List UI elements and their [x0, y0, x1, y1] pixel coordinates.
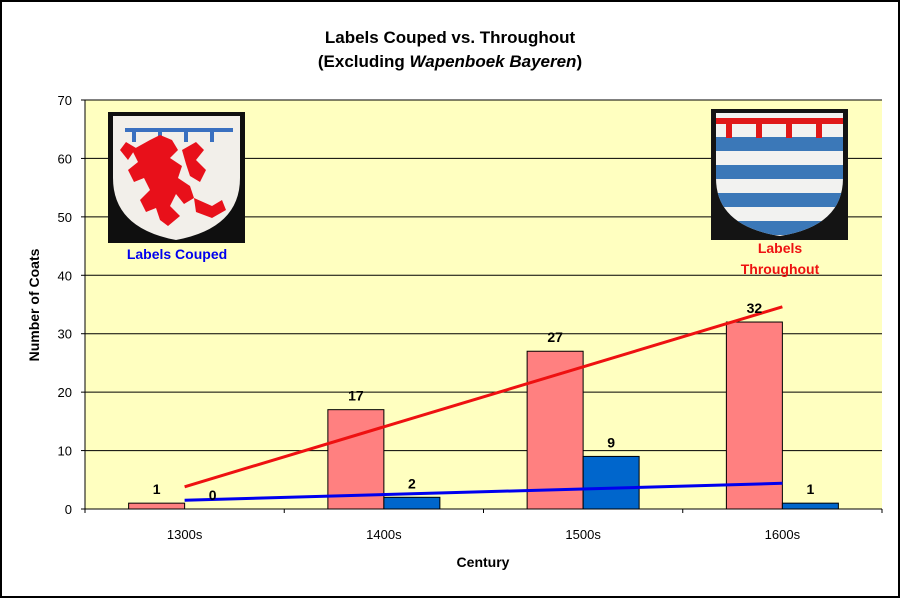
data-label: 9 [607, 434, 615, 450]
y-tick-label: 10 [58, 444, 72, 459]
data-label: 32 [747, 300, 763, 316]
labels-throughout-caption-line1: Labels [758, 240, 803, 256]
labels-couped-shield [108, 112, 245, 243]
y-tick-label: 20 [58, 385, 72, 400]
data-label: 1 [153, 481, 161, 497]
data-label: 2 [408, 475, 416, 491]
y-tick-label: 50 [58, 210, 72, 225]
bars [128, 321, 839, 510]
trendlines [184, 305, 783, 502]
bar-series-2 [582, 455, 640, 510]
data-label: 1 [806, 481, 814, 497]
trendline-series-2 [184, 481, 783, 502]
trendline-series-1 [184, 305, 783, 489]
x-axis-title: Century [457, 554, 510, 570]
y-tick-label: 0 [65, 502, 72, 517]
bar-series-2 [781, 502, 839, 510]
x-tick-label: 1500s [565, 527, 601, 542]
chart-title-line2: (Excluding Wapenboek Bayeren) [318, 52, 582, 71]
data-label: 27 [547, 329, 563, 345]
x-tick-label: 1600s [765, 527, 801, 542]
chart-title-line1: Labels Couped vs. Throughout [325, 28, 576, 47]
labels-throughout-caption-line2: Throughout [741, 261, 820, 277]
data-labels: 1 17 27 32 0 2 9 1 [153, 300, 815, 503]
y-axis-ticks: 0 10 20 30 40 50 60 70 [58, 93, 85, 517]
x-axis-ticks: 1300s 1400s 1500s 1600s [84, 509, 883, 542]
bar-series-2 [383, 496, 441, 510]
y-axis-title: Number of Coats [26, 248, 42, 361]
y-tick-label: 70 [58, 93, 72, 108]
x-tick-label: 1300s [167, 527, 203, 542]
y-tick-label: 40 [58, 268, 72, 283]
y-tick-label: 30 [58, 327, 72, 342]
labels-throughout-shield [711, 109, 848, 240]
data-label: 0 [209, 487, 217, 503]
data-label: 17 [348, 388, 364, 404]
x-tick-label: 1400s [366, 527, 402, 542]
bar-series-1 [128, 502, 186, 510]
y-tick-label: 60 [58, 151, 72, 166]
bar-series-1 [725, 321, 783, 510]
labels-couped-caption: Labels Couped [127, 246, 227, 262]
